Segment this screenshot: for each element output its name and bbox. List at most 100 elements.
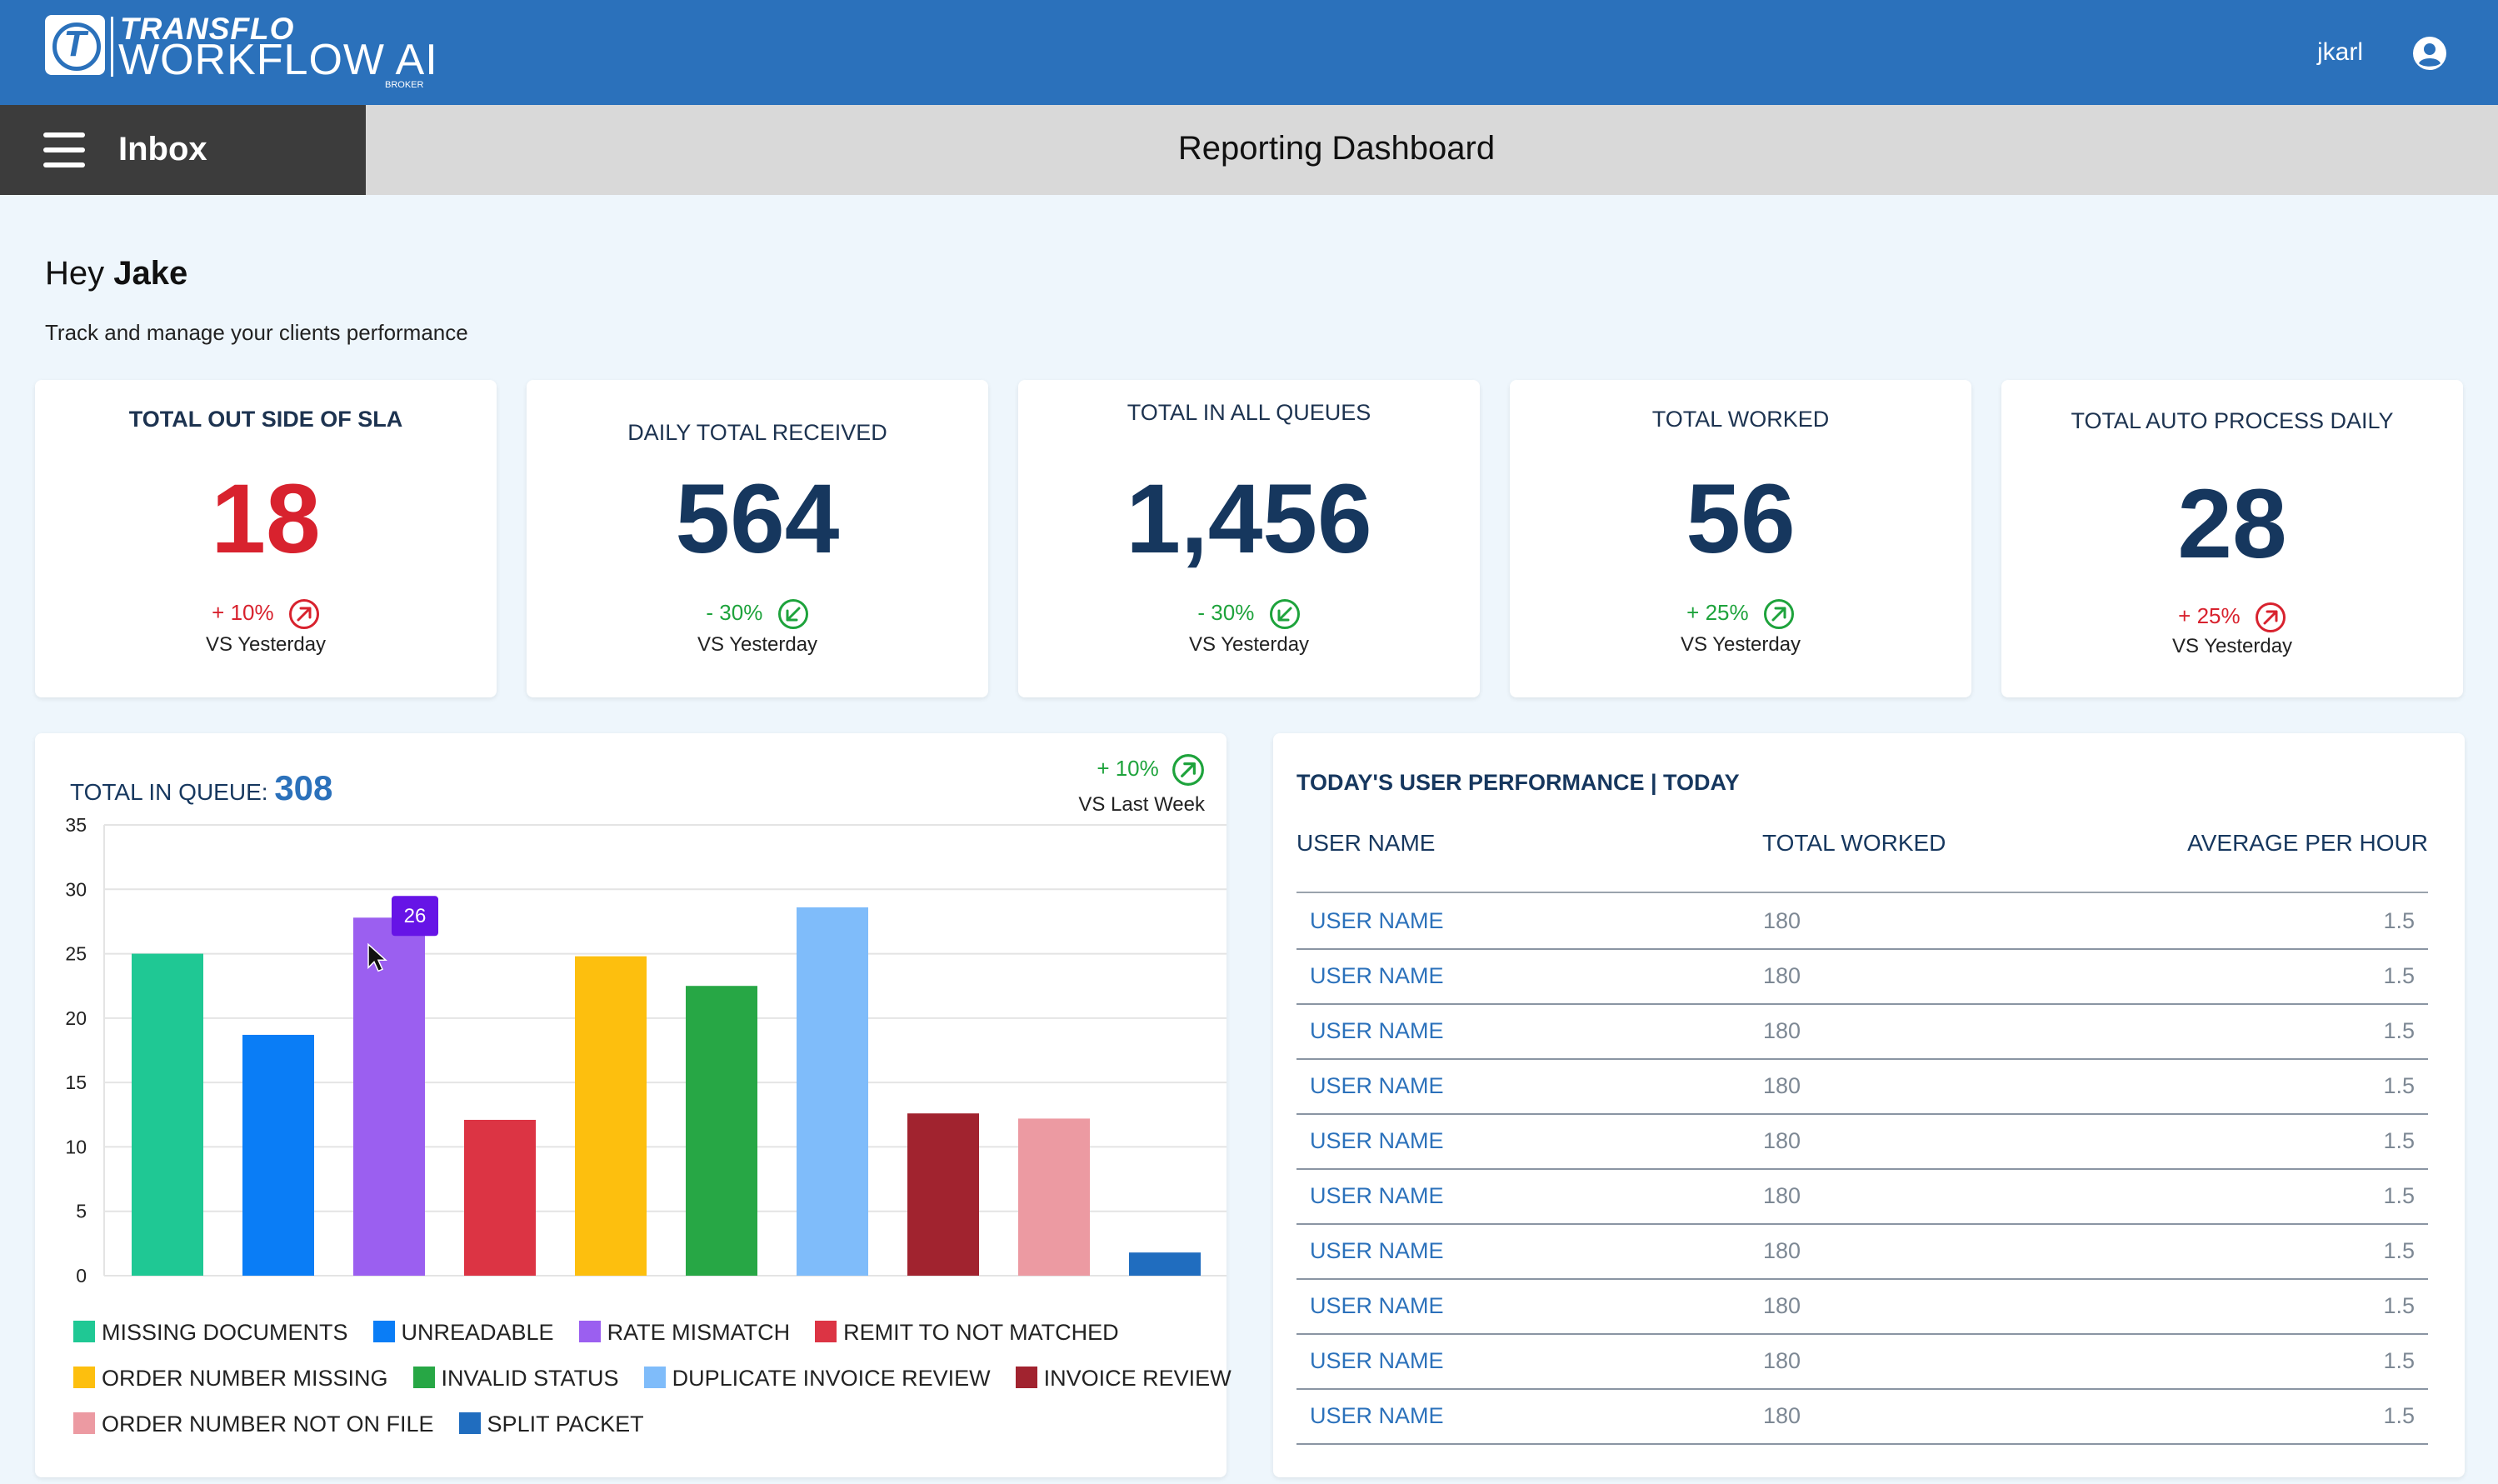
average-per-hour-cell: 1.5	[2383, 1018, 2415, 1043]
kpi-card-auto-process[interactable]: TOTAL AUTO PROCESS DAILY 28 + 25% VS Yes…	[2001, 380, 2463, 697]
kpi-change-text: + 25%	[2178, 603, 2241, 628]
bar-tooltip-text: 26	[404, 905, 427, 927]
y-tick-label: 5	[76, 1201, 87, 1222]
table-row[interactable]: USER NAME 180 1.5	[1296, 1058, 2428, 1115]
table-row[interactable]: USER NAME 180 1.5	[1296, 948, 2428, 1005]
brand-name: TRANSFLO	[120, 12, 295, 46]
kpi-title: DAILY TOTAL RECEIVED	[627, 420, 887, 445]
user-name-link[interactable]: USER NAME	[1310, 1403, 1444, 1428]
queue-chart-card: TOTAL IN QUEUE: 308 + 10% VS Last Week 0…	[35, 733, 1232, 1477]
legend-item[interactable]: ORDER NUMBER NOT ON FILE	[73, 1412, 434, 1437]
user-name-link[interactable]: USER NAME	[1310, 1128, 1444, 1153]
bar-invoice-review[interactable]	[907, 1113, 979, 1276]
legend-item[interactable]: ORDER NUMBER MISSING	[73, 1366, 388, 1392]
total-worked-cell: 180	[1763, 1183, 1801, 1208]
user-name-link[interactable]: USER NAME	[1310, 963, 1444, 988]
legend-item[interactable]: SPLIT PACKET	[458, 1412, 644, 1437]
table-row[interactable]: USER NAME 180 1.5	[1296, 1223, 2428, 1280]
total-worked-cell: 180	[1763, 1238, 1801, 1263]
bar-split-packet[interactable]	[1129, 1252, 1201, 1276]
trend-up-icon	[1172, 754, 1204, 786]
y-tick-label: 30	[65, 878, 87, 900]
greeting-name: Jake	[113, 255, 188, 292]
greeting-hey: Hey	[45, 255, 105, 292]
header-divider	[1296, 892, 2428, 893]
queue-bar-chart: 0 5 10 15 20 25 30 35 26	[65, 817, 1227, 1283]
queue-change-text: + 10%	[1097, 755, 1159, 781]
user-name-link[interactable]: USER NAME	[1310, 908, 1444, 933]
table-row[interactable]: USER NAME 180 1.5	[1296, 1388, 2428, 1445]
user-name-link[interactable]: USER NAME	[1310, 1348, 1444, 1373]
trend-down-icon	[777, 599, 808, 630]
legend-item[interactable]: REMIT TO NOT MATCHED	[815, 1320, 1119, 1346]
table-row[interactable]: USER NAME 180 1.5	[1296, 893, 2428, 950]
kpi-change: - 30%	[1018, 595, 1480, 630]
table-row[interactable]: USER NAME 180 1.5	[1296, 1333, 2428, 1390]
kpi-change: - 30%	[527, 595, 988, 630]
kpi-change: + 10%	[35, 595, 497, 630]
average-per-hour-cell: 1.5	[2383, 1238, 2415, 1263]
hamburger-menu-icon[interactable]	[43, 132, 85, 167]
user-name-link[interactable]: USER NAME	[1310, 1183, 1444, 1208]
total-worked-cell: 180	[1763, 1073, 1801, 1098]
bar-invalid-status[interactable]	[686, 986, 757, 1276]
column-header-total-worked[interactable]: TOTAL WORKED	[1762, 830, 1946, 856]
greeting-subtitle: Track and manage your clients performanc…	[45, 320, 468, 345]
table-row[interactable]: USER NAME 180 1.5	[1296, 1278, 2428, 1335]
kpi-card-total-worked[interactable]: TOTAL WORKED 56 + 25% VS Yesterday	[1510, 380, 1971, 697]
legend-item[interactable]: UNREADABLE	[372, 1320, 554, 1346]
product-name: WORKFLOW AI	[118, 36, 438, 84]
kpi-change-text: + 25%	[1686, 600, 1749, 625]
bar-unreadable[interactable]	[242, 1034, 314, 1276]
user-name-link[interactable]: USER NAME	[1310, 1018, 1444, 1043]
trend-up-icon	[1763, 599, 1794, 630]
total-worked-cell: 180	[1763, 1348, 1801, 1373]
y-tick-label: 0	[76, 1265, 87, 1283]
total-worked-cell: 180	[1763, 908, 1801, 933]
kpi-value: 564	[675, 464, 840, 574]
bar-order-number-missing[interactable]	[575, 956, 647, 1276]
user-name-link[interactable]: USER NAME	[1310, 1293, 1444, 1318]
bar-duplicate-invoice-review[interactable]	[797, 907, 868, 1276]
total-worked-cell: 180	[1763, 1128, 1801, 1153]
legend-item[interactable]: INVOICE REVIEW	[1015, 1366, 1232, 1392]
queue-title-label: TOTAL IN QUEUE:	[70, 779, 268, 805]
bar-remit-to-not-matched[interactable]	[464, 1119, 536, 1276]
total-worked-cell: 180	[1763, 963, 1801, 988]
transflo-logo-icon[interactable]: T	[45, 15, 105, 75]
mouse-cursor-icon	[367, 942, 387, 972]
bar-order-number-not-on-file[interactable]	[1018, 1118, 1090, 1276]
table-row[interactable]: USER NAME 180 1.5	[1296, 1168, 2428, 1225]
kpi-card-all-queues[interactable]: TOTAL IN ALL QUEUES 1,456 - 30% VS Yeste…	[1018, 380, 1480, 697]
user-name-link[interactable]: USER NAME	[1310, 1238, 1444, 1263]
inbox-tab[interactable]: Inbox	[0, 105, 366, 195]
account-circle-icon[interactable]	[2413, 37, 2446, 70]
table-row[interactable]: USER NAME 180 1.5	[1296, 1003, 2428, 1060]
legend-item[interactable]: DUPLICATE INVOICE REVIEW	[643, 1366, 991, 1392]
trend-up-icon	[2255, 602, 2286, 633]
logo-divider	[111, 17, 113, 77]
total-worked-cell: 180	[1763, 1018, 1801, 1043]
legend-item[interactable]: MISSING DOCUMENTS	[73, 1320, 348, 1346]
column-header-user-name[interactable]: USER NAME	[1296, 830, 1436, 856]
logo-letter: T	[63, 23, 87, 64]
column-header-average-per-hour[interactable]: AVERAGE PER HOUR	[2187, 830, 2428, 856]
kpi-title: TOTAL OUT SIDE OF SLA	[128, 407, 403, 432]
bar-rate-mismatch[interactable]	[353, 917, 425, 1276]
legend-item[interactable]: RATE MISMATCH	[578, 1320, 790, 1346]
table-row[interactable]: USER NAME 180 1.5	[1296, 1113, 2428, 1170]
queue-vs: VS Last Week	[1078, 793, 1205, 816]
page-title: Reporting Dashboard	[1177, 130, 1496, 167]
legend-item[interactable]: INVALID STATUS	[412, 1366, 619, 1392]
kpi-vs: VS Yesterday	[2171, 635, 2293, 657]
username[interactable]: jkarl	[2316, 38, 2363, 66]
kpi-card-daily-received[interactable]: DAILY TOTAL RECEIVED 564 - 30% VS Yester…	[527, 380, 988, 697]
bar-tooltip	[392, 896, 438, 937]
kpi-card-out-of-sla[interactable]: TOTAL OUT SIDE OF SLA 18 + 10% VS Yester…	[35, 380, 497, 697]
user-name-link[interactable]: USER NAME	[1310, 1073, 1444, 1098]
y-tick-label: 20	[65, 1007, 87, 1029]
y-tick-label: 15	[65, 1072, 87, 1093]
bar-missing-documents[interactable]	[132, 953, 203, 1276]
legend-row: MISSING DOCUMENTS UNREADABLE RATE MISMATCH…	[73, 1320, 1223, 1366]
total-worked-cell: 180	[1763, 1293, 1801, 1318]
